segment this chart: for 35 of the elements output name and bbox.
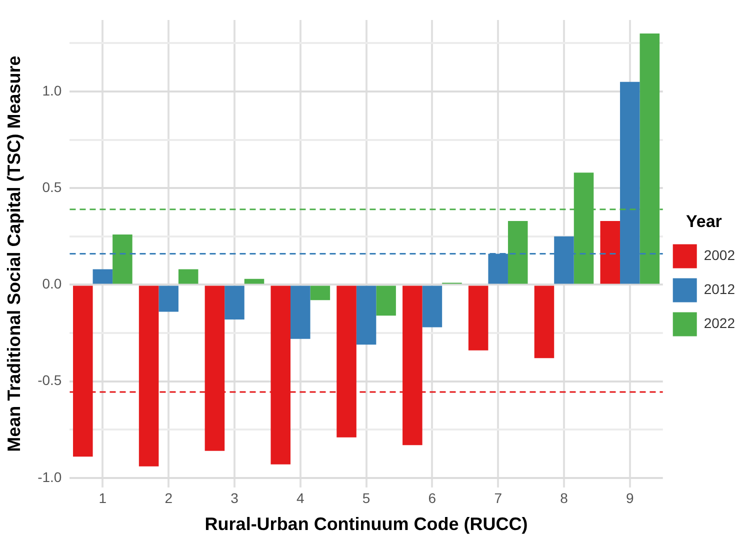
legend-label: 2002	[704, 247, 736, 264]
x-tick-label: 8	[560, 490, 568, 506]
bar	[178, 269, 198, 284]
x-tick-label: 2	[164, 490, 173, 506]
bar	[356, 286, 376, 345]
bar	[112, 234, 132, 284]
y-tick-label: -1.0	[38, 468, 62, 485]
x-tick-label: 5	[362, 490, 370, 506]
bar	[468, 286, 488, 350]
x-tick-label: 7	[494, 490, 502, 506]
bar	[376, 286, 396, 316]
y-tick-label: 0.0	[42, 276, 62, 292]
bar	[290, 286, 310, 339]
y-tick-label: -0.5	[38, 372, 62, 388]
y-tick-label: 0.5	[42, 178, 62, 195]
bar	[224, 286, 244, 320]
bar	[158, 286, 178, 312]
bar	[422, 286, 442, 328]
bar	[244, 278, 264, 284]
y-tick-label: 1.0	[42, 82, 62, 98]
x-tick-label: 6	[428, 490, 436, 506]
bar	[508, 220, 528, 284]
bar	[92, 269, 113, 284]
bar	[534, 286, 554, 358]
legend-label: 2022	[704, 315, 736, 332]
x-tick-label: 3	[230, 490, 239, 506]
x-tick-label: 4	[296, 490, 304, 506]
bar	[600, 220, 620, 284]
y-axis-title: Mean Traditional Social Capital (TSC) Measure	[4, 56, 24, 452]
bar	[310, 286, 330, 300]
legend-label: 2012	[704, 281, 736, 298]
x-axis-title: Rural-Urban Continuum Code (RUCC)	[204, 514, 528, 534]
x-tick-label: 1	[98, 490, 107, 506]
x-tick-label: 9	[626, 490, 634, 506]
legend-title: Year	[686, 212, 722, 231]
